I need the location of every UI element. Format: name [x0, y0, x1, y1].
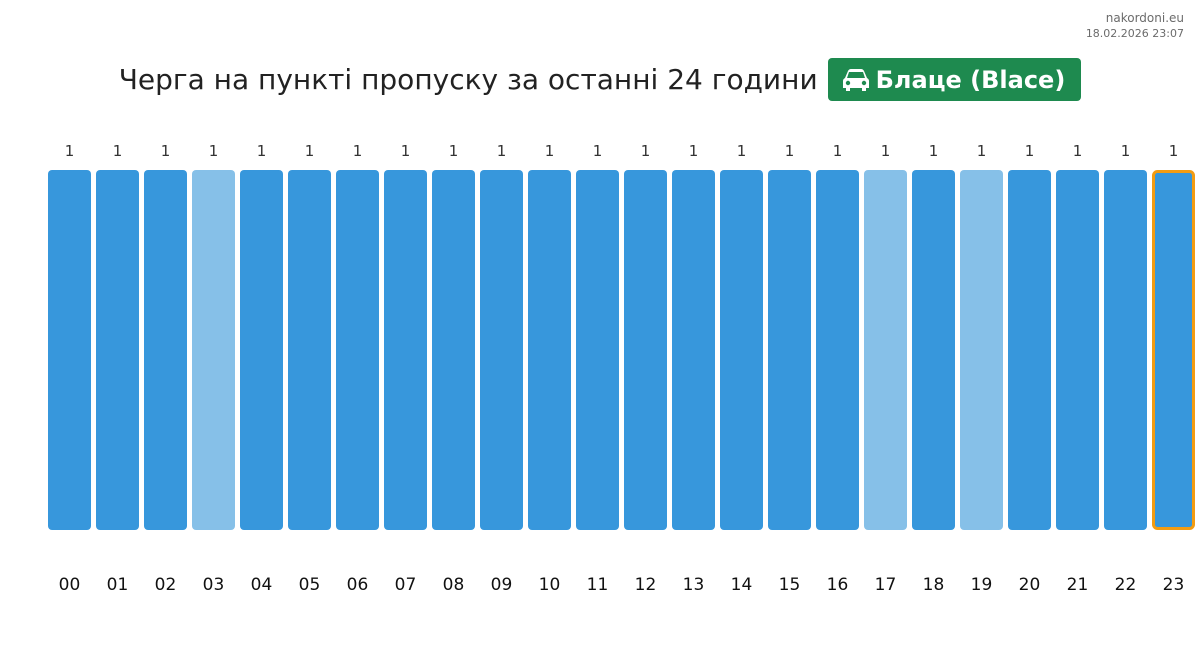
hour-label: 16 [827, 575, 849, 595]
value-label: 1 [929, 142, 939, 160]
value-label: 1 [161, 142, 171, 160]
value-label: 1 [881, 142, 891, 160]
bar [96, 170, 139, 530]
hour-label: 03 [203, 575, 225, 595]
site-domain: nakordoni.eu [1105, 11, 1184, 25]
hour-label: 09 [491, 575, 513, 595]
bar [864, 170, 907, 530]
hour-label: 17 [875, 575, 897, 595]
chart-title: Черга на пункті пропуску за останні 24 г… [118, 63, 818, 96]
bar [672, 170, 715, 530]
hour-label: 19 [971, 575, 993, 595]
bar [576, 170, 619, 530]
bar [1104, 170, 1147, 530]
hour-label: 12 [635, 575, 657, 595]
hour-label: 02 [155, 575, 177, 595]
value-label: 1 [65, 142, 75, 160]
hour-label: 05 [299, 575, 321, 595]
value-label: 1 [449, 142, 459, 160]
bar [720, 170, 763, 530]
bar [1008, 170, 1051, 530]
bar [1056, 170, 1099, 530]
checkpoint-badge: Блаце (Blace) [827, 58, 1082, 101]
bar [288, 170, 331, 530]
hour-label: 23 [1163, 575, 1185, 595]
value-label: 1 [305, 142, 315, 160]
bar [192, 170, 235, 530]
hour-label: 10 [539, 575, 561, 595]
hour-label: 08 [443, 575, 465, 595]
value-label: 1 [977, 142, 987, 160]
car-icon [842, 68, 869, 91]
value-label: 1 [593, 142, 603, 160]
hour-label: 21 [1067, 575, 1089, 595]
value-label: 1 [1121, 142, 1131, 160]
hour-label: 20 [1019, 575, 1041, 595]
value-label: 1 [209, 142, 219, 160]
value-label: 1 [641, 142, 651, 160]
value-label: 1 [737, 142, 747, 160]
value-label: 1 [257, 142, 267, 160]
timestamp: 18.02.2026 23:07 [1085, 27, 1184, 40]
bar [432, 170, 475, 530]
bar [768, 170, 811, 530]
bar [384, 170, 427, 530]
hour-label: 15 [779, 575, 801, 595]
hour-label: 11 [587, 575, 609, 595]
hour-label: 01 [107, 575, 129, 595]
value-label: 1 [785, 142, 795, 160]
bar [960, 170, 1003, 530]
hour-label: 04 [251, 575, 273, 595]
checkpoint-name: Блаце (Blace) [875, 65, 1066, 94]
value-label: 1 [689, 142, 699, 160]
hour-label: 22 [1115, 575, 1137, 595]
hour-label: 07 [395, 575, 417, 595]
value-label: 1 [353, 142, 363, 160]
bar [48, 170, 91, 530]
value-label: 1 [833, 142, 843, 160]
hour-label: 18 [923, 575, 945, 595]
value-label: 1 [545, 142, 555, 160]
value-label: 1 [1169, 142, 1179, 160]
bar [336, 170, 379, 530]
bar [816, 170, 859, 530]
hour-label: 13 [683, 575, 705, 595]
site-info: nakordoni.eu 18.02.2026 23:07 [1086, 10, 1184, 41]
bar [624, 170, 667, 530]
header: Черга на пункті пропуску за останні 24 г… [0, 58, 1200, 101]
value-label: 1 [1073, 142, 1083, 160]
hour-label: 14 [731, 575, 753, 595]
bar [144, 170, 187, 530]
bar [240, 170, 283, 530]
bar-current-hour [1152, 170, 1195, 530]
bar [912, 170, 955, 530]
bar [480, 170, 523, 530]
hour-label: 06 [347, 575, 369, 595]
hour-label: 00 [59, 575, 81, 595]
value-label: 1 [497, 142, 507, 160]
value-label: 1 [401, 142, 411, 160]
bar [528, 170, 571, 530]
value-label: 1 [1025, 142, 1035, 160]
value-label: 1 [113, 142, 123, 160]
